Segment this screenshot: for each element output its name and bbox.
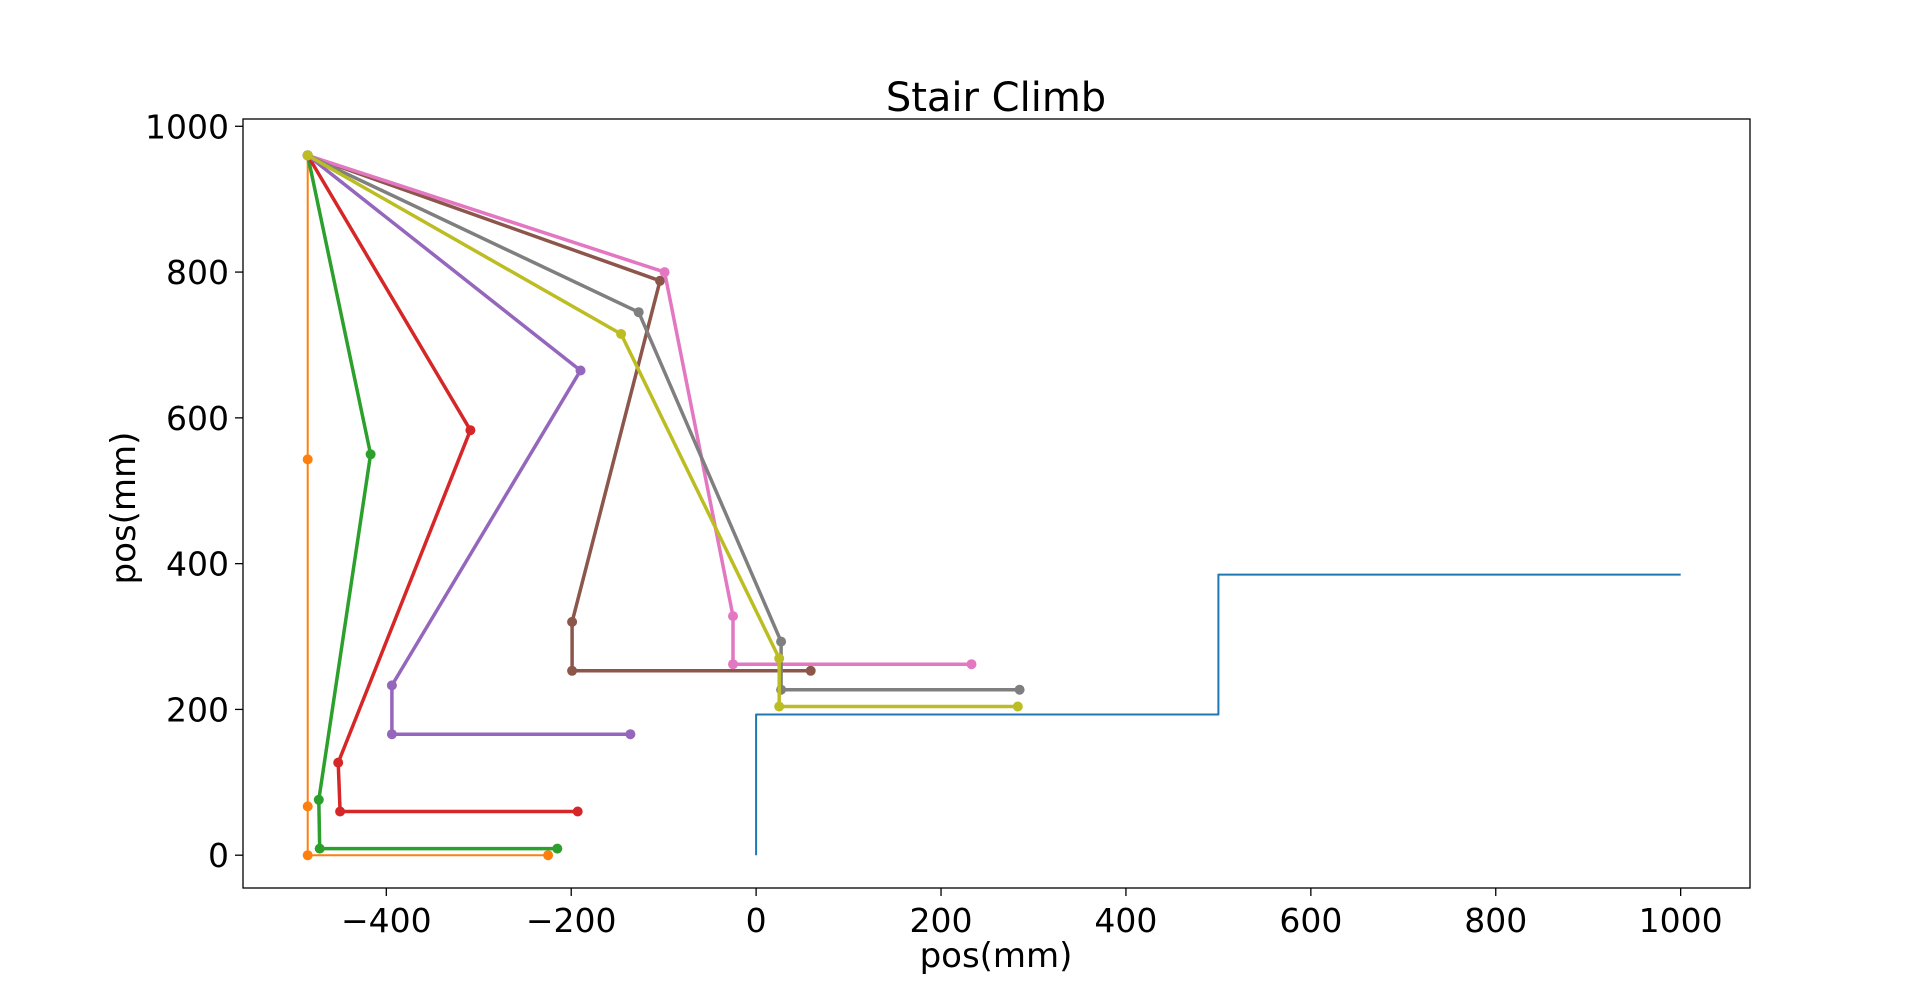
data-point bbox=[805, 665, 816, 676]
x-axis: −400 −200 0 200 400 600 800 1000 bbox=[341, 888, 1723, 940]
y-axis-label: pos(mm) bbox=[104, 432, 144, 585]
chart-title: Stair Climb bbox=[886, 75, 1106, 121]
data-point bbox=[659, 267, 670, 278]
x-tick-label: 1000 bbox=[1639, 901, 1723, 940]
data-point bbox=[386, 729, 397, 740]
x-tick-label: −400 bbox=[341, 901, 432, 940]
y-tick-label: 800 bbox=[166, 253, 229, 292]
y-tick-label: 600 bbox=[166, 399, 229, 438]
data-point bbox=[333, 757, 344, 768]
data-point bbox=[313, 794, 324, 805]
data-point bbox=[575, 365, 586, 376]
series-pose-4 bbox=[302, 150, 636, 740]
x-tick-label: 0 bbox=[746, 901, 767, 940]
data-point bbox=[625, 729, 636, 740]
series-line bbox=[306, 154, 631, 736]
y-tick-label: 0 bbox=[208, 836, 229, 875]
y-axis: 0 200 400 600 800 1000 bbox=[145, 107, 243, 875]
data-point bbox=[1014, 684, 1025, 695]
series-pose-5 bbox=[302, 150, 816, 676]
series-layer bbox=[302, 150, 1681, 861]
data-point bbox=[616, 329, 627, 339]
data-point bbox=[302, 150, 313, 161]
y-tick-label: 200 bbox=[166, 690, 229, 729]
data-point bbox=[774, 701, 785, 712]
x-axis-label: pos(mm) bbox=[920, 936, 1073, 976]
x-tick-label: 600 bbox=[1279, 901, 1342, 940]
data-point bbox=[633, 307, 644, 318]
x-tick-label: −200 bbox=[526, 901, 617, 940]
series-pose-8 bbox=[302, 150, 1023, 712]
data-point bbox=[774, 653, 785, 664]
data-point bbox=[365, 449, 376, 460]
series-stairs bbox=[755, 573, 1681, 856]
data-point bbox=[335, 806, 346, 817]
data-point bbox=[655, 275, 665, 286]
data-point bbox=[543, 850, 554, 861]
data-point bbox=[302, 454, 313, 465]
y-tick-label: 400 bbox=[166, 545, 229, 584]
data-point bbox=[386, 680, 397, 691]
data-point bbox=[314, 843, 325, 854]
series-line bbox=[755, 573, 1681, 856]
series-line bbox=[307, 153, 811, 673]
data-point bbox=[728, 659, 738, 670]
data-point bbox=[567, 616, 578, 627]
plot-frame bbox=[242, 118, 1751, 889]
data-point bbox=[302, 801, 313, 812]
data-point bbox=[966, 659, 977, 670]
data-point bbox=[572, 806, 583, 817]
data-point bbox=[567, 665, 578, 676]
series-line bbox=[306, 154, 578, 814]
data-point bbox=[776, 636, 787, 647]
series-pose-3 bbox=[302, 150, 583, 817]
x-tick-label: 400 bbox=[1094, 901, 1157, 940]
y-tick-label: 1000 bbox=[145, 107, 229, 146]
data-point bbox=[302, 850, 313, 861]
series-pose-6 bbox=[302, 150, 977, 670]
x-tick-label: 800 bbox=[1464, 901, 1527, 940]
data-point bbox=[465, 425, 476, 436]
data-point bbox=[1012, 701, 1023, 712]
x-tick-label: 200 bbox=[910, 901, 973, 940]
data-point bbox=[552, 843, 563, 854]
data-point bbox=[728, 611, 738, 622]
